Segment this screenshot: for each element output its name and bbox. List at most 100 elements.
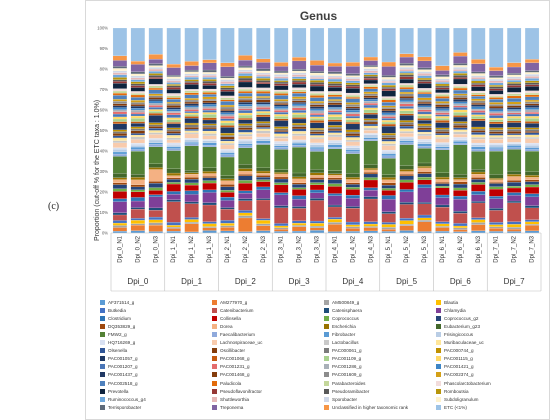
- bar-segment: [130, 81, 145, 84]
- bar-segment: [471, 108, 486, 111]
- bar-segment: [435, 221, 450, 224]
- bar-segment: [148, 196, 163, 209]
- legend-label: PAC001115_g: [444, 356, 473, 362]
- bar-segment: [399, 230, 414, 234]
- bar-segment: [238, 81, 253, 88]
- bar-segment: [381, 141, 396, 144]
- bar-segment: [489, 131, 504, 134]
- bar-segment: [148, 111, 163, 114]
- bar-segment: [345, 104, 360, 107]
- bar-segment: [327, 147, 343, 149]
- bar-segment: [130, 64, 145, 72]
- bar-segment: [292, 131, 307, 134]
- bar-segment: [363, 177, 378, 181]
- x-tick-label: Dpi_4_N3: [368, 235, 374, 262]
- bar-segment: [435, 144, 450, 147]
- bar-segment: [274, 128, 289, 131]
- bar-segment: [274, 99, 289, 102]
- bar-segment: [220, 151, 235, 153]
- legend-swatch: [212, 331, 217, 337]
- bar-segment: [130, 94, 145, 98]
- bar-segment: [417, 145, 432, 149]
- bar-segment: [471, 98, 486, 101]
- legend-label: PAC001231_g: [220, 364, 250, 370]
- bar-segment: [381, 222, 396, 225]
- bar-segment: [417, 60, 432, 68]
- bar-segment: [453, 137, 468, 140]
- bar-segment: [381, 96, 396, 99]
- bar-segment: [524, 207, 540, 220]
- bar-segment: [166, 119, 181, 123]
- bar-segment: [399, 110, 414, 114]
- bar-segment: [381, 85, 396, 88]
- bar-segment: [417, 177, 432, 180]
- legend-label: PAC001437_g: [108, 372, 138, 378]
- bar-segment: [130, 149, 145, 152]
- bar-segment: [471, 79, 486, 81]
- bar-segment: [489, 82, 504, 86]
- bar-segment: [202, 125, 217, 128]
- bar-segment: [256, 140, 271, 144]
- bar-segment: [112, 173, 128, 178]
- legend-item: Coprococcus: [324, 314, 359, 322]
- bar-segment: [399, 122, 414, 125]
- bar-segment: [184, 107, 199, 110]
- bar-segment: [363, 56, 378, 61]
- bar-segment: [292, 96, 307, 99]
- bar-segment: [309, 95, 325, 98]
- bar-segment: [381, 27, 396, 63]
- legend: AF371514_g AM277970_g AM500849_g Blautia But…: [100, 298, 545, 418]
- x-tick-label: Dpi_7_N1: [494, 235, 500, 262]
- legend-item: Shuttleworthia: [212, 395, 249, 403]
- legend-item: Lachnospiraceae_uc: [212, 339, 262, 347]
- bar-segment: [345, 62, 360, 67]
- bar-segment: [363, 221, 378, 225]
- legend-swatch: [212, 380, 217, 386]
- bar-segment: [292, 176, 307, 179]
- bar-segment: [238, 215, 253, 219]
- bar-segment: [130, 134, 145, 137]
- bar-segment: [399, 56, 414, 64]
- x-tick-label: Dpi_2_N3: [261, 235, 267, 262]
- bar-segment: [363, 172, 378, 175]
- bar-segment: [148, 68, 163, 72]
- legend-item: PAC002518_g: [100, 379, 138, 387]
- bar-segment: [363, 196, 378, 200]
- bar-segment: [238, 145, 253, 148]
- bar-segment: [202, 119, 217, 124]
- bar-segment: [471, 96, 486, 100]
- legend-label: Terrisporobacter: [108, 404, 142, 410]
- bar-segment: [524, 70, 540, 73]
- bar-segment: [327, 85, 343, 88]
- legend-swatch: [100, 340, 105, 345]
- bar-segment: [417, 143, 432, 147]
- bar-segment: [381, 229, 396, 232]
- legend-item: Blautia: [436, 298, 458, 306]
- bar-segment: [130, 197, 145, 202]
- bar-segment: [112, 227, 128, 232]
- bar-segment: [130, 126, 145, 129]
- bar-segment: [381, 179, 396, 183]
- bar-segment: [327, 224, 343, 232]
- bar-segment: [507, 85, 522, 88]
- bar-segment: [166, 75, 181, 77]
- bar-segment: [130, 177, 145, 180]
- bar-segment: [327, 144, 343, 148]
- bar-segment: [524, 177, 540, 180]
- bar-segment: [471, 132, 486, 135]
- bar-segment: [327, 119, 343, 122]
- bar-segment: [238, 65, 253, 68]
- bar-segment: [274, 143, 289, 146]
- bar-segment: [292, 142, 307, 146]
- bar-segment: [166, 146, 181, 149]
- bar-segment: [435, 129, 450, 132]
- bar-segment: [417, 221, 432, 232]
- bar-segment: [274, 120, 289, 127]
- bar-segment: [399, 73, 414, 75]
- bar-segment: [471, 217, 486, 220]
- bar-segment: [471, 114, 486, 117]
- bar-segment: [399, 95, 414, 99]
- bar-segment: [507, 134, 522, 137]
- bar-segment: [112, 182, 128, 185]
- bar-segment: [507, 192, 522, 196]
